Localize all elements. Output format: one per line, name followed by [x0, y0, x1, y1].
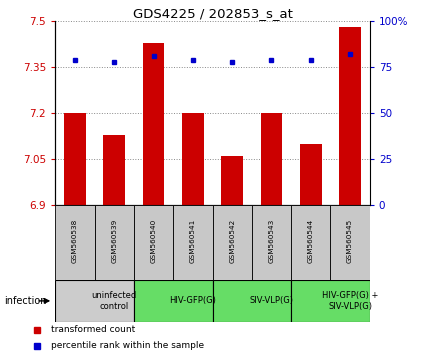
- Bar: [134, 280, 212, 322]
- Bar: [143, 43, 164, 205]
- Bar: [212, 205, 252, 280]
- Text: GSM560542: GSM560542: [229, 219, 235, 263]
- Text: SIV-VLP(G): SIV-VLP(G): [249, 296, 294, 306]
- Bar: [64, 113, 86, 205]
- Bar: [252, 205, 291, 280]
- Text: GSM560540: GSM560540: [150, 219, 156, 263]
- Bar: [261, 113, 282, 205]
- Bar: [94, 205, 134, 280]
- Text: infection: infection: [4, 296, 47, 306]
- Title: GDS4225 / 202853_s_at: GDS4225 / 202853_s_at: [133, 7, 292, 20]
- Text: GSM560541: GSM560541: [190, 219, 196, 263]
- Bar: [103, 135, 125, 205]
- Text: GSM560539: GSM560539: [111, 219, 117, 263]
- Bar: [212, 280, 291, 322]
- Bar: [55, 280, 134, 322]
- Bar: [291, 280, 370, 322]
- Bar: [221, 156, 243, 205]
- Text: GSM560543: GSM560543: [269, 219, 275, 263]
- Text: transformed count: transformed count: [51, 325, 135, 334]
- Text: HIV-GFP(G) +
SIV-VLP(G): HIV-GFP(G) + SIV-VLP(G): [322, 291, 378, 310]
- Text: GSM560544: GSM560544: [308, 219, 314, 263]
- Text: percentile rank within the sample: percentile rank within the sample: [51, 341, 204, 350]
- Text: HIV-GFP(G): HIV-GFP(G): [170, 296, 216, 306]
- Text: GSM560545: GSM560545: [347, 219, 353, 263]
- Bar: [134, 205, 173, 280]
- Bar: [182, 113, 204, 205]
- Bar: [331, 205, 370, 280]
- Text: uninfected
control: uninfected control: [92, 291, 137, 310]
- Bar: [300, 144, 322, 205]
- Bar: [339, 27, 361, 205]
- Bar: [291, 205, 331, 280]
- Text: GSM560538: GSM560538: [72, 219, 78, 263]
- Bar: [55, 205, 94, 280]
- Bar: [173, 205, 212, 280]
